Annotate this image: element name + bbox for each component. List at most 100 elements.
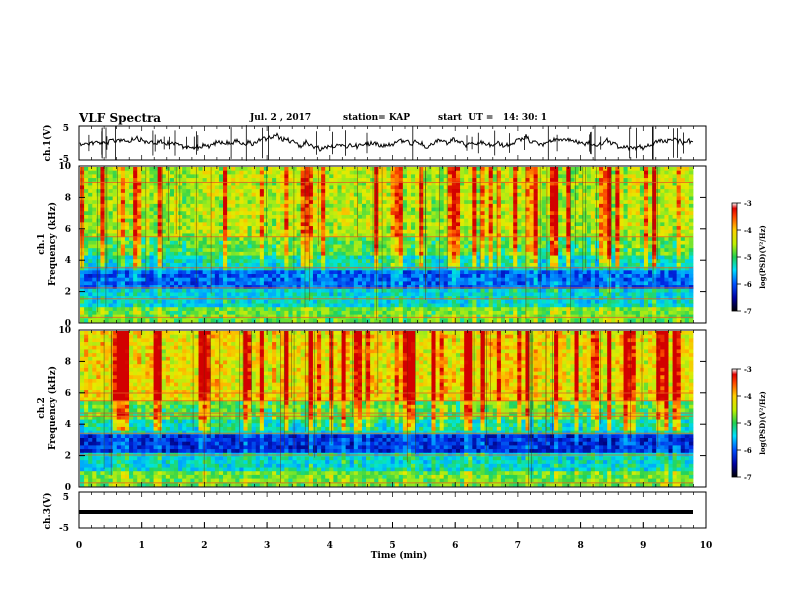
spectrogram-cell	[505, 178, 510, 183]
spectrogram-cell	[562, 200, 567, 205]
spectrogram-cell	[169, 203, 175, 208]
spectrogram-cell	[635, 226, 641, 231]
spectrogram-cell	[108, 262, 114, 268]
spectrogram-cell	[345, 229, 351, 234]
spectrogram-cell	[688, 207, 694, 212]
spectrogram-cell	[549, 259, 555, 264]
spectrogram-cell	[100, 285, 105, 290]
spectrogram-cell	[688, 255, 694, 260]
spectrogram-cell	[198, 192, 203, 197]
spectrogram-cell	[549, 189, 555, 194]
spectrogram-cell	[353, 255, 359, 260]
spectrogram-cell	[464, 181, 469, 186]
spectrogram-cell	[427, 259, 432, 264]
spectrogram-cell	[513, 207, 518, 212]
spectrogram-cell	[615, 196, 620, 201]
spectrogram-cell	[447, 274, 453, 279]
spectrogram-cell	[643, 244, 649, 249]
spectrogram-cell	[398, 178, 404, 183]
spectrogram-cell	[492, 200, 498, 205]
spectrogram-cell	[153, 237, 159, 242]
spectrogram-cell	[276, 226, 281, 231]
spectrogram-cell	[141, 251, 146, 256]
spectrogram-cell	[296, 285, 302, 290]
spectrogram-cell	[554, 229, 559, 234]
spectrogram-cell	[578, 226, 584, 231]
spectrogram-cell	[562, 281, 567, 286]
spectrogram-cell	[688, 240, 694, 245]
spectrogram-cell	[353, 233, 359, 238]
spectrogram-cell	[451, 181, 457, 186]
spectrogram-cell	[599, 222, 604, 227]
spectrogram-cell	[288, 244, 293, 249]
spectrogram-cell	[476, 189, 481, 194]
spectrogram-cell	[472, 240, 477, 245]
spectrogram-cell	[353, 277, 359, 282]
spectrogram-cell	[296, 181, 302, 186]
ch1-ytick-top: 5	[63, 124, 69, 134]
spectrogram-cell	[435, 270, 441, 275]
spectrogram-cell	[615, 207, 620, 212]
spectrogram-cell	[247, 277, 253, 282]
spectrogram-cell	[120, 192, 126, 197]
spectrogram-cell	[635, 248, 641, 253]
spectrogram-cell	[676, 203, 682, 208]
spectrogram-cell	[472, 255, 477, 260]
spectrogram-cell	[480, 270, 485, 275]
spectrogram-cell	[668, 233, 673, 238]
spectrogram-cell	[562, 222, 567, 227]
spectrogram-cell	[533, 167, 539, 172]
spectrogram-cell	[267, 274, 273, 279]
spectrogram-cell	[623, 251, 629, 256]
spectrogram-cell	[345, 266, 351, 271]
spectrogram-cell	[435, 262, 441, 268]
spectrogram-cell	[590, 259, 596, 264]
spectrogram-cell	[317, 244, 322, 249]
spectrogram-cell	[308, 262, 314, 268]
spectrogram-cell	[173, 259, 179, 264]
spectrogram-cell	[84, 211, 89, 216]
spectrogram-cell	[382, 214, 387, 220]
spectrogram-cell	[361, 196, 367, 201]
spectrogram-cell	[533, 229, 539, 234]
spectrogram-cell	[370, 174, 375, 179]
spectrogram-cell	[500, 170, 506, 175]
spectrogram-row	[80, 196, 694, 201]
spectrogram-cell	[345, 189, 351, 194]
spectrogram-cell	[382, 251, 387, 256]
spectrogram-cell	[521, 170, 526, 175]
spectrogram-cell	[492, 237, 498, 242]
spectrogram-cell	[133, 222, 138, 227]
spectrogram-cell	[120, 203, 126, 208]
spectrogram-cell	[202, 181, 208, 186]
spectrogram-cell	[157, 211, 163, 216]
spectrogram-cell	[590, 196, 596, 201]
spectrogram-cell	[153, 259, 159, 264]
spectrogram-cell	[684, 181, 690, 186]
spectrogram-cell	[88, 196, 93, 201]
spectrogram-cell	[80, 233, 85, 238]
spectrogram-cell	[431, 229, 436, 234]
spectrogram-cell	[615, 281, 620, 286]
spectrogram-cell	[566, 185, 571, 190]
spectrogram-cell	[378, 255, 383, 260]
spectrogram-cell	[574, 281, 579, 286]
spectrogram-cell	[643, 192, 649, 197]
spectrogram-cell	[133, 189, 138, 194]
spectrogram-cell	[390, 240, 396, 245]
spectrogram-cell	[668, 251, 673, 256]
spectrogram-cell	[558, 207, 563, 212]
spectrogram-cell	[296, 174, 302, 179]
spectrogram-cell	[214, 255, 220, 260]
spectrogram-cell	[492, 203, 498, 208]
spectrogram-cell	[656, 251, 661, 256]
spectrogram-cell	[247, 274, 253, 279]
spectrogram-cell	[161, 248, 167, 253]
spectrogram-cell	[218, 203, 224, 208]
spectrogram-cell	[599, 207, 604, 212]
spectrogram-cell	[464, 211, 469, 216]
spectrogram-cell	[288, 255, 293, 260]
spectrogram-cell	[210, 259, 216, 264]
spectrogram-cell	[488, 259, 494, 264]
spectrogram-cell	[129, 196, 134, 201]
